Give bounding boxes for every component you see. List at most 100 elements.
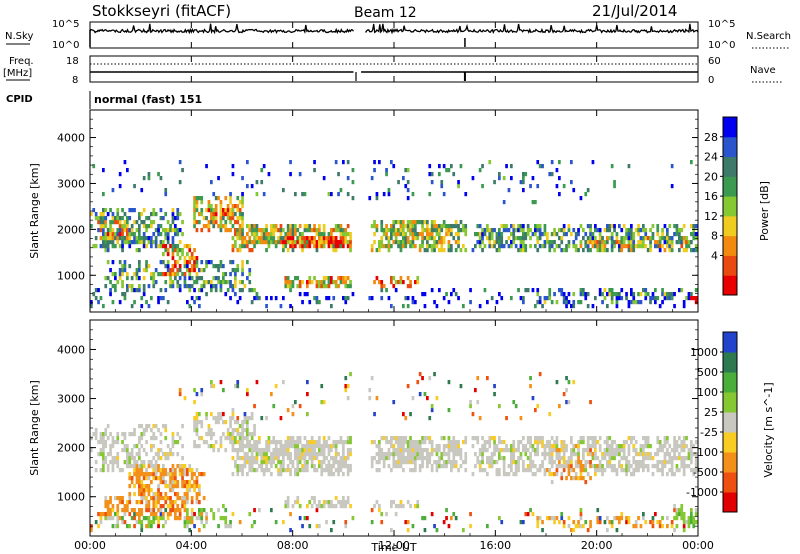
heatmap-cell — [555, 452, 559, 457]
freq-panel: Freq. [MHz] 18 8 60 0 Nave — [3, 55, 782, 86]
heatmap-cell — [618, 444, 621, 449]
heatmap-cell — [154, 468, 158, 473]
heatmap-cell — [320, 384, 324, 389]
heatmap-cell — [464, 228, 468, 233]
heatmap-cell — [507, 236, 511, 241]
heatmap-cell — [538, 372, 542, 377]
heatmap-cell — [416, 504, 420, 509]
heatmap-cell — [507, 228, 511, 233]
heatmap-cell — [169, 452, 172, 457]
heatmap-cell — [310, 452, 314, 457]
heatmap-cell — [188, 244, 192, 249]
heatmap-cell — [147, 216, 151, 221]
heatmap-cell — [262, 452, 266, 457]
heatmap-cell — [654, 452, 657, 457]
heatmap-cell — [622, 468, 626, 473]
heatmap-cell — [454, 248, 458, 253]
heatmap-cell — [193, 220, 196, 225]
heatmap-cell — [181, 220, 184, 225]
heatmap-cell — [303, 460, 307, 465]
heatmap-cell — [133, 524, 136, 529]
heatmap-cell — [380, 448, 384, 453]
heatmap-cell — [380, 280, 384, 285]
heatmap-cell — [236, 216, 240, 221]
heatmap-cell — [452, 512, 456, 517]
heatmap-cell — [411, 192, 415, 197]
heatmap-cell — [234, 384, 237, 389]
heatmap-cell — [478, 416, 482, 421]
heatmap-cell — [174, 484, 177, 489]
heatmap-cell — [159, 208, 163, 213]
heatmap-cell — [229, 212, 232, 217]
heatmap-cell — [217, 420, 220, 425]
heatmap-cell — [188, 484, 192, 489]
heatmap-cell — [284, 244, 288, 249]
heatmap-cell — [226, 228, 230, 233]
velocity-colorbar-label: -100 — [693, 446, 718, 459]
heatmap-cell — [334, 460, 338, 465]
heatmap-cell — [142, 208, 146, 213]
heatmap-cell — [162, 252, 165, 257]
heatmap-cell — [193, 216, 196, 221]
heatmap-cell — [649, 244, 652, 249]
heatmap-cell — [529, 376, 532, 381]
heatmap-cell — [133, 460, 136, 465]
heatmap-cell — [572, 444, 576, 449]
heatmap-cell — [90, 300, 93, 305]
heatmap-cell — [625, 228, 628, 233]
heatmap-cell — [337, 224, 340, 229]
heatmap-cell — [133, 512, 136, 517]
heatmap-cell — [596, 440, 600, 445]
heatmap-cell — [594, 464, 597, 469]
heatmap-cell — [114, 496, 117, 501]
heatmap-cell — [308, 244, 312, 249]
heatmap-cell — [157, 300, 160, 305]
heatmap-cell — [313, 440, 316, 445]
heatmap-cell — [373, 412, 376, 417]
heatmap-cell — [637, 464, 640, 469]
heatmap-cell — [548, 516, 552, 521]
heatmap-cell — [298, 244, 302, 249]
heatmap-cell — [188, 288, 192, 293]
heatmap-cell — [488, 464, 492, 469]
heatmap-cell — [656, 244, 660, 249]
heatmap-cell — [298, 440, 302, 445]
heatmap-cell — [524, 236, 528, 241]
heatmap-cell — [176, 272, 180, 277]
heatmap-cell — [543, 244, 547, 249]
heatmap-cell — [565, 448, 568, 453]
heatmap-cell — [630, 240, 633, 245]
heatmap-cell — [241, 424, 244, 429]
heatmap-cell — [138, 512, 141, 517]
heatmap-cell — [121, 224, 124, 229]
heatmap-cell — [550, 516, 554, 521]
heatmap-cell — [625, 440, 628, 445]
heatmap-cell — [253, 232, 256, 237]
heatmap-cell — [409, 232, 412, 237]
heatmap-cell — [253, 508, 256, 513]
heatmap-cell — [502, 176, 506, 181]
heatmap-cell — [488, 460, 492, 465]
heatmap-cell — [493, 392, 496, 397]
heatmap-cell — [303, 244, 307, 249]
heatmap-cell — [205, 520, 208, 525]
heatmap-cell — [178, 248, 182, 253]
heatmap-cell — [318, 500, 321, 505]
heatmap-cell — [121, 440, 124, 445]
heatmap-cell — [438, 232, 441, 237]
heatmap-cell — [267, 468, 271, 473]
heatmap-cell — [282, 188, 285, 193]
heatmap-cell — [202, 440, 206, 445]
heatmap-cell — [567, 224, 571, 229]
heatmap-cell — [476, 460, 480, 465]
heatmap-cell — [517, 456, 520, 461]
heatmap-cell — [334, 224, 338, 229]
heatmap-cell — [399, 460, 403, 465]
heatmap-cell — [241, 420, 244, 425]
heatmap-cell — [658, 524, 662, 529]
heatmap-cell — [505, 224, 508, 229]
heatmap-cell — [457, 444, 460, 449]
heatmap-cell — [500, 240, 504, 245]
heatmap-cell — [291, 444, 295, 449]
